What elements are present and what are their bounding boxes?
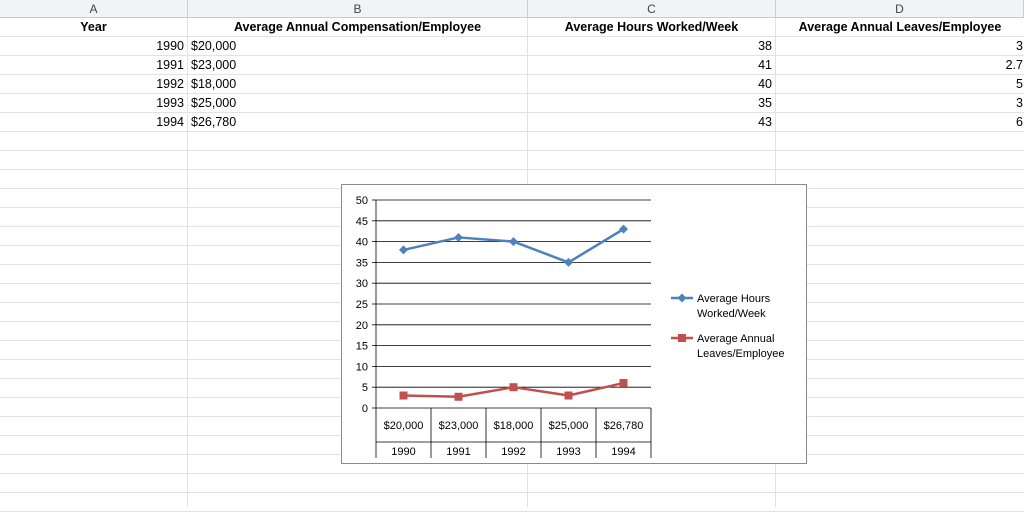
legend-label: Average Hours	[697, 293, 771, 305]
chart-canvas: 0 5 10 15 20 25 30 35 40 45 50 $20,000 $23,000 $18,0…	[356, 195, 784, 458]
x-category-label-outer: 1993	[556, 446, 580, 458]
x-category-label-inner: $18,000	[494, 420, 534, 432]
column-header-d[interactable]: D	[776, 0, 1024, 18]
sheet-row	[0, 113, 1024, 132]
data-point[interactable]	[454, 392, 463, 401]
cell-hours[interactable]: 40	[758, 77, 772, 91]
sheet-row	[0, 94, 1024, 113]
column-header-a[interactable]: A	[0, 0, 188, 18]
cell-leaves[interactable]: 3	[1016, 96, 1023, 110]
cell-leaves[interactable]: 2.7	[1005, 58, 1023, 72]
data-point[interactable]	[509, 237, 518, 247]
y-tick-label: 40	[356, 237, 368, 249]
embedded-line-chart[interactable]: 0 5 10 15 20 25 30 35 40 45 50 $20,000 $23,000 $18,0…	[341, 184, 807, 464]
header-cell-hours[interactable]: Average Hours Worked/Week	[564, 20, 739, 34]
y-tick-label: 20	[356, 320, 368, 332]
cell-hours[interactable]: 35	[758, 96, 772, 110]
cell-leaves[interactable]: 5	[1016, 77, 1023, 91]
sheet-row	[0, 455, 1024, 474]
x-category-label-outer: 1992	[501, 446, 525, 458]
legend-marker	[677, 293, 687, 303]
cell-year[interactable]: 1994	[156, 115, 184, 129]
data-point[interactable]	[399, 391, 408, 400]
cell-compensation[interactable]: $26,780	[191, 115, 237, 129]
data-point[interactable]	[509, 383, 518, 392]
sheet-row	[0, 132, 1024, 151]
column-header-b[interactable]: B	[188, 0, 528, 18]
data-point[interactable]	[564, 257, 573, 267]
column-header-c[interactable]: C	[528, 0, 776, 18]
x-category-label-inner: $26,780	[604, 420, 644, 432]
cell-year[interactable]: 1993	[156, 96, 184, 110]
y-tick-label: 25	[356, 299, 368, 311]
cell-year[interactable]: 1990	[156, 39, 184, 53]
data-point[interactable]	[619, 224, 628, 234]
header-cell-compensation[interactable]: Average Annual Compensation/Employee	[233, 20, 482, 34]
x-category-label-outer: 1990	[391, 446, 415, 458]
y-tick-label: 35	[356, 257, 368, 269]
y-tick-label: 15	[356, 341, 368, 353]
y-tick-label: 50	[356, 195, 368, 207]
y-tick-label: 45	[356, 216, 368, 228]
header-cell-leaves[interactable]: Average Annual Leaves/Employee	[798, 20, 1002, 34]
sheet-row	[0, 474, 1024, 493]
cell-compensation[interactable]: $25,000	[191, 96, 237, 110]
legend-marker	[678, 334, 686, 342]
y-tick-label: 5	[362, 382, 368, 394]
data-point[interactable]	[399, 245, 408, 255]
legend-label: Leaves/Employee	[697, 348, 784, 360]
legend-label: Worked/Week	[697, 308, 766, 320]
cell-leaves[interactable]: 3	[1016, 39, 1023, 53]
cell-compensation[interactable]: $23,000	[191, 58, 237, 72]
x-category-label-inner: $25,000	[549, 420, 589, 432]
cell-hours[interactable]: 41	[758, 58, 772, 72]
cell-compensation[interactable]: $20,000	[191, 39, 237, 53]
x-category-label-outer: 1991	[446, 446, 470, 458]
sheet-row	[0, 493, 1024, 512]
x-category-label-inner: $23,000	[439, 420, 479, 432]
x-category-label-inner: $20,000	[384, 420, 424, 432]
cell-year[interactable]: 1992	[156, 77, 184, 91]
y-tick-label: 10	[356, 361, 368, 373]
sheet-row	[0, 151, 1024, 170]
cell-leaves[interactable]: 6	[1016, 115, 1023, 129]
cell-hours[interactable]: 38	[758, 39, 772, 53]
grid-line	[187, 18, 188, 507]
data-point[interactable]	[564, 391, 573, 400]
legend-label: Average Annual	[697, 333, 774, 345]
cell-compensation[interactable]: $18,000	[191, 77, 237, 91]
cell-hours[interactable]: 43	[758, 115, 772, 129]
sheet-row	[0, 75, 1024, 94]
header-cell-year[interactable]: Year	[80, 20, 107, 34]
x-category-label-outer: 1994	[611, 446, 635, 458]
sheet-row	[0, 18, 1024, 37]
y-tick-label: 30	[356, 278, 368, 290]
sheet-row	[0, 56, 1024, 75]
y-tick-label: 0	[362, 403, 368, 415]
data-point[interactable]	[619, 379, 628, 388]
cell-year[interactable]: 1991	[156, 58, 184, 72]
sheet-row	[0, 37, 1024, 56]
data-point[interactable]	[454, 232, 463, 242]
